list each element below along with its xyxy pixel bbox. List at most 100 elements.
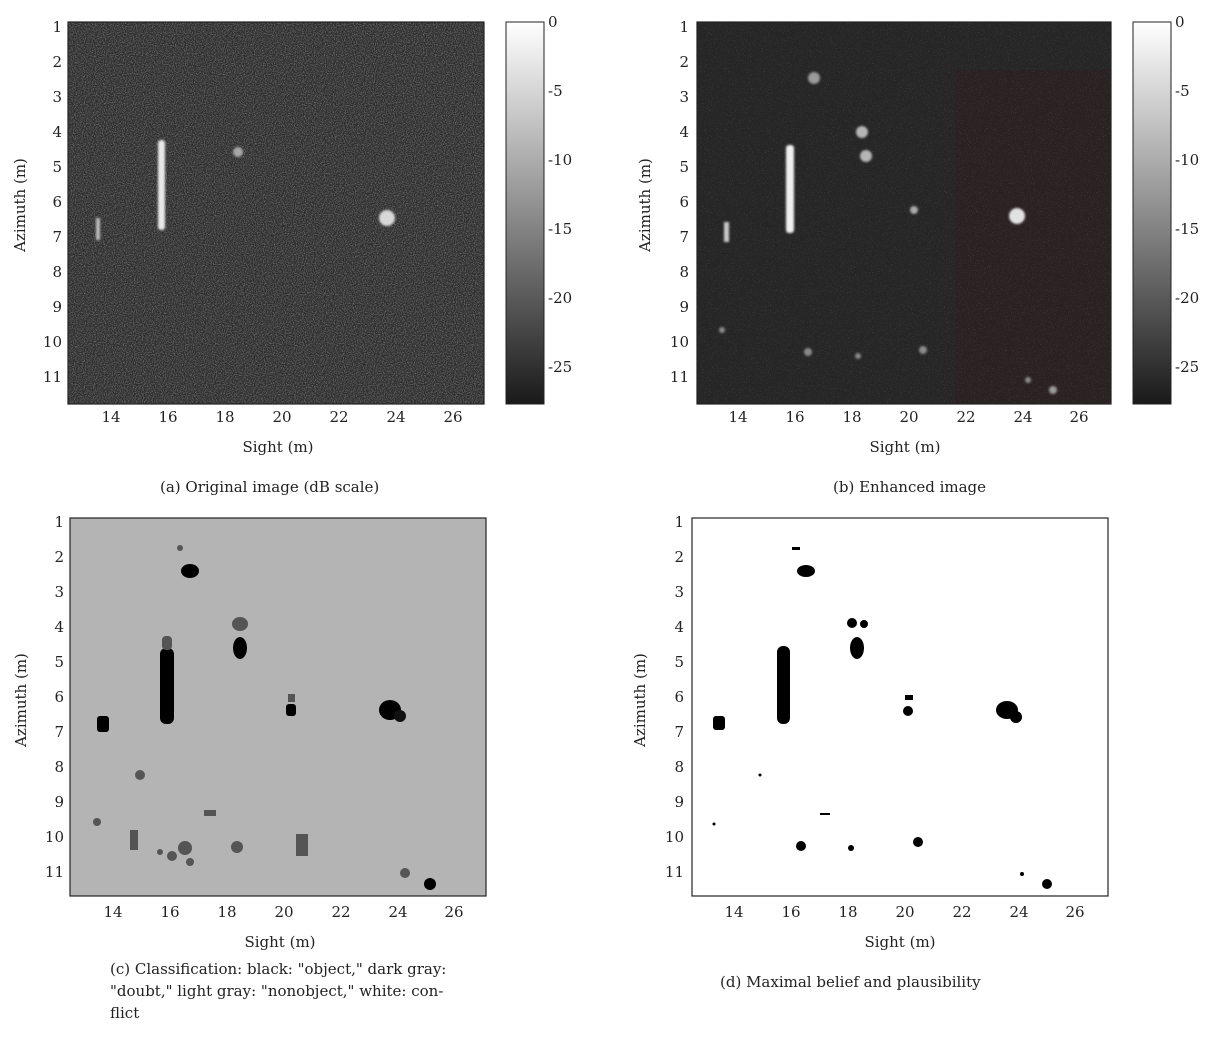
panel-b-xticks: 14 16 18 20 22 24 26 [728,408,1088,426]
cbtick-label: -5 [1175,82,1190,100]
cbtick-label: -10 [548,151,572,169]
panel-c: 1 2 3 4 5 6 7 8 9 10 11 14 16 18 20 22 2… [12,513,487,951]
target-b-spot-11 [1049,386,1057,394]
ytick-label: 9 [674,793,684,811]
ytick-label: 10 [665,828,684,846]
cbtick-label: -25 [1175,358,1199,376]
ytick-label: 4 [674,618,684,636]
xtick-label: 20 [272,408,291,426]
ytick-label: 10 [670,333,689,351]
blob-c-8 [204,810,216,816]
panel-a-frame [67,21,485,405]
panel-c-blobs [93,545,436,890]
xtick-label: 26 [1069,408,1088,426]
ytick-label: 10 [45,828,64,846]
ytick-label: 5 [54,653,64,671]
ytick-label: 11 [45,863,64,881]
xtick-label: 14 [101,408,120,426]
ytick-label: 8 [679,263,689,281]
blob-c-2-doubt [232,617,248,631]
target-a-bar [158,140,165,230]
panel-b-xlabel: Sight (m) [869,438,940,456]
blob-d-1b [792,547,800,550]
ytick-label: 1 [54,513,64,531]
xtick-label: 16 [785,408,804,426]
target-a-spot-1 [233,147,243,157]
ytick-label: 4 [54,618,64,636]
blob-c-bar-doubt [162,636,172,650]
target-b-spot-5 [1009,208,1025,224]
panel-a-yticks: 1 2 3 4 5 6 7 8 9 10 11 [43,18,62,386]
panel-c-frame [69,517,487,897]
cbtick-label: -5 [548,82,563,100]
panel-c-image [70,518,486,896]
blob-d-11 [1020,872,1024,876]
blob-c-5b [394,710,406,722]
target-b-spot-4 [910,206,918,214]
xtick-label: 22 [331,903,350,921]
xtick-label: 18 [838,903,857,921]
ytick-label: 4 [679,123,689,141]
ytick-label: 1 [674,513,684,531]
panel-d-yticks: 1 2 3 4 5 6 7 8 9 10 11 [665,513,684,881]
blob-d-2 [850,637,864,659]
ytick-label: 2 [679,53,689,71]
cbtick-label: -15 [548,220,572,238]
ytick-label: 7 [54,723,64,741]
target-b-small [724,222,729,242]
target-b-spot-10 [1025,377,1031,383]
ytick-label: 9 [52,298,62,316]
panel-b-colorbar: 0 -5 -10 -15 -20 -25 [1132,13,1199,405]
ytick-label: 8 [674,758,684,776]
caption-c-line-2: "doubt," light gray: "nonobject," white:… [110,982,444,1000]
blob-d-4b [905,695,913,700]
target-b-spot-2 [856,126,868,138]
blob-c-14 [231,841,243,853]
colorbar-a-scale [505,21,545,405]
blob-d-12 [712,822,716,826]
blob-c-9 [130,830,138,850]
blob-d-1 [797,565,815,577]
blob-c-13 [186,858,194,866]
blob-d-13 [758,773,762,777]
cbtick-label: 0 [548,13,558,31]
blob-d-3 [713,716,725,730]
target-b-bar [786,145,794,233]
panel-c-xticks: 14 16 18 20 22 24 26 [103,903,463,921]
panel-d: 1 2 3 4 5 6 7 8 9 10 11 14 16 18 20 22 2… [631,513,1109,951]
blob-c-2 [233,637,247,659]
caption-c-line-3: flict [110,1004,140,1022]
ytick-label: 3 [674,583,684,601]
xtick-label: 18 [217,903,236,921]
blob-c-1 [181,564,199,578]
xtick-label: 26 [1065,903,1084,921]
target-b-spot-9 [919,346,927,354]
panel-a-ylabel: Azimuth (m) [11,158,29,253]
xtick-label: 16 [160,903,179,921]
ytick-label: 9 [54,793,64,811]
panel-d-xlabel: Sight (m) [864,933,935,951]
target-a-spot-2 [379,210,395,226]
panel-c-yticks: 1 2 3 4 5 6 7 8 9 10 11 [45,513,64,881]
xtick-label: 24 [1013,408,1032,426]
ytick-label: 2 [674,548,684,566]
blob-d-8 [848,845,854,851]
ytick-label: 11 [43,368,62,386]
ytick-label: 6 [52,193,62,211]
xtick-label: 18 [215,408,234,426]
target-b-spot-8 [855,353,861,359]
xtick-label: 16 [158,408,177,426]
xtick-label: 20 [899,408,918,426]
cbtick-label: -25 [548,358,572,376]
ytick-label: 11 [665,863,684,881]
panel-b-frame [696,21,1112,405]
panel-b: 1 2 3 4 5 6 7 8 9 10 11 14 16 18 20 22 2… [636,13,1199,456]
ytick-label: 8 [54,758,64,776]
ytick-label: 10 [43,333,62,351]
ytick-label: 11 [670,368,689,386]
ytick-label: 8 [52,263,62,281]
ytick-label: 5 [674,653,684,671]
ytick-label: 4 [52,123,62,141]
caption-a: (a) Original image (dB scale) [160,478,380,496]
